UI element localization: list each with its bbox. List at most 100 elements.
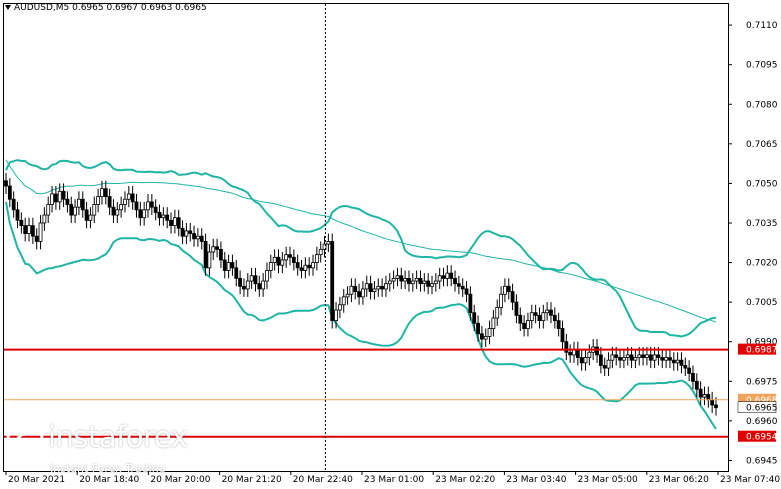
candle-body xyxy=(598,354,603,366)
candle-body xyxy=(387,280,392,285)
candle-body xyxy=(575,349,580,358)
candle-body xyxy=(207,251,212,269)
y-tick-label: 0.6990 xyxy=(746,338,778,348)
candle-body xyxy=(92,204,97,216)
candle-body xyxy=(211,246,216,253)
candle-body xyxy=(660,357,665,361)
candle-body xyxy=(694,380,699,390)
candle-body xyxy=(103,188,108,198)
candle-body xyxy=(307,264,312,269)
candle-body xyxy=(483,336,488,340)
price-label-box xyxy=(737,401,777,413)
candle-body xyxy=(426,280,431,287)
candle-body xyxy=(541,312,546,322)
candle-body xyxy=(27,225,31,234)
candle-body xyxy=(618,357,622,361)
candle-body xyxy=(119,204,124,211)
candle-body xyxy=(706,394,711,401)
candle-body xyxy=(176,217,181,229)
y-tick-label: 0.6975 xyxy=(746,377,778,387)
candle-body xyxy=(564,341,569,353)
candle-body xyxy=(407,277,411,285)
x-tick-label: 20 Mar 20:00 xyxy=(150,475,210,485)
candle-body xyxy=(4,180,8,187)
candle-body xyxy=(172,217,177,227)
x-tick-label: 23 Mar 01:00 xyxy=(364,475,424,485)
candle-body xyxy=(291,256,296,263)
candle-body xyxy=(418,277,423,285)
candle-body xyxy=(69,204,74,216)
candle-body xyxy=(702,394,707,398)
candle-body xyxy=(395,275,400,279)
y-tick-label: 0.7020 xyxy=(746,259,778,269)
candle-body xyxy=(526,320,530,329)
candle-body xyxy=(123,198,127,205)
candle-body xyxy=(77,198,81,208)
candle-body xyxy=(683,365,688,369)
candle-body xyxy=(50,193,54,205)
candle-body xyxy=(671,359,676,364)
candle-body xyxy=(100,188,104,198)
y-tick-label: 0.7065 xyxy=(746,140,778,150)
price-label-box xyxy=(738,343,776,355)
y-tick-label: 0.7035 xyxy=(746,219,778,229)
symbol-menu-icon[interactable] xyxy=(5,5,11,10)
candle-body xyxy=(65,198,70,205)
candle-body xyxy=(510,291,515,303)
candle-body xyxy=(138,209,143,219)
x-tick-label: 23 Mar 02:20 xyxy=(435,475,495,485)
price-label: 0.6987 xyxy=(746,346,778,356)
candle-body xyxy=(272,256,277,263)
y-tick-label: 0.6960 xyxy=(746,417,778,427)
plot-border xyxy=(3,3,729,472)
candle-body xyxy=(472,312,477,324)
logo-tagline: Instant Forex Trading xyxy=(50,462,166,475)
candle-body xyxy=(180,227,185,237)
candle-body xyxy=(337,304,342,311)
moving-average-line xyxy=(5,159,717,323)
candle-body xyxy=(7,185,12,200)
candle-body xyxy=(111,206,116,216)
candle-body xyxy=(88,214,93,221)
lower-band-line xyxy=(5,201,717,430)
x-tick-label: 20 Mar 21:20 xyxy=(222,475,282,485)
candle-body xyxy=(545,309,550,314)
candle-body xyxy=(606,359,611,369)
candle-body xyxy=(188,230,193,234)
price-label: 0.6968 xyxy=(746,396,778,406)
candle-body xyxy=(219,248,223,261)
price-label: 0.6965 xyxy=(746,404,778,414)
candle-body xyxy=(476,322,480,335)
candle-body xyxy=(149,201,154,208)
candle-body xyxy=(621,357,626,361)
candle-body xyxy=(284,254,289,261)
candle-body xyxy=(679,359,684,366)
y-tick-label: 0.7080 xyxy=(746,100,778,110)
candle-body xyxy=(602,365,607,369)
candle-body xyxy=(11,198,16,211)
instaforex-emblem-icon xyxy=(6,420,44,458)
x-tick-label: 23 Mar 05:00 xyxy=(578,475,638,485)
candle-body xyxy=(34,235,39,242)
candle-body xyxy=(648,354,653,361)
candle-body xyxy=(157,212,162,219)
y-tick-label: 0.7095 xyxy=(746,61,778,71)
candle-body xyxy=(495,307,500,319)
candle-body xyxy=(53,193,58,203)
candle-body xyxy=(192,233,196,240)
candle-body xyxy=(556,320,561,329)
candle-body xyxy=(625,354,630,358)
candle-body xyxy=(506,285,511,292)
candle-body xyxy=(549,309,553,316)
candle-body xyxy=(668,357,672,361)
candle-body xyxy=(522,322,527,329)
candle-body xyxy=(364,283,369,290)
candle-body xyxy=(430,283,434,287)
x-tick-label: 20 Mar 2021 xyxy=(8,475,65,485)
candle-body xyxy=(479,333,484,340)
x-tick-label: 23 Mar 06:20 xyxy=(649,475,709,485)
candle-body xyxy=(280,259,285,266)
candle-body xyxy=(130,193,135,203)
